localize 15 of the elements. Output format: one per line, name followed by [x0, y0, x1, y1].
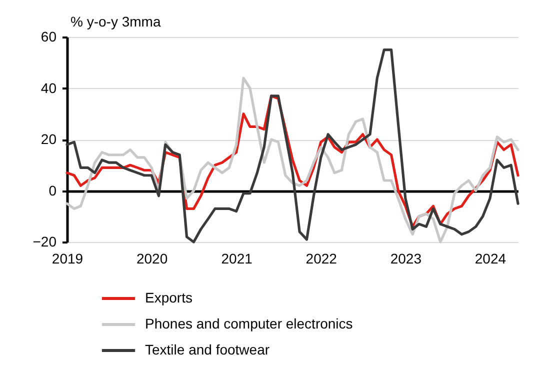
y-tick-label: 20: [40, 131, 57, 147]
y-tick-label: 0: [48, 182, 57, 198]
x-tick-label: 2023: [390, 250, 422, 266]
x-tick-label: 2019: [52, 250, 84, 266]
legend-label: Textile and footwear: [145, 342, 270, 358]
legend-label: Exports: [145, 290, 192, 306]
x-tick-label: 2021: [221, 250, 253, 266]
x-tick-label: 2024: [474, 250, 506, 266]
y-tick-label: −20: [32, 234, 57, 250]
legend-label: Phones and computer electronics: [145, 316, 353, 332]
x-tick-label: 2020: [136, 250, 168, 266]
x-tick-label: 2022: [306, 250, 338, 266]
y-axis-title: % y-o-y 3mma: [70, 14, 161, 30]
y-tick-label: 40: [40, 80, 57, 96]
y-tick-label: 60: [40, 28, 57, 44]
